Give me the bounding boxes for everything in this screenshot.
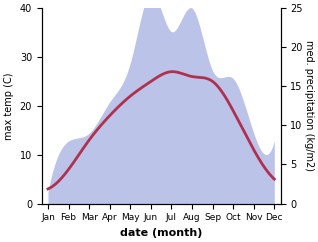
- Y-axis label: med. precipitation (kg/m2): med. precipitation (kg/m2): [304, 40, 314, 171]
- X-axis label: date (month): date (month): [120, 228, 202, 238]
- Y-axis label: max temp (C): max temp (C): [4, 72, 14, 140]
